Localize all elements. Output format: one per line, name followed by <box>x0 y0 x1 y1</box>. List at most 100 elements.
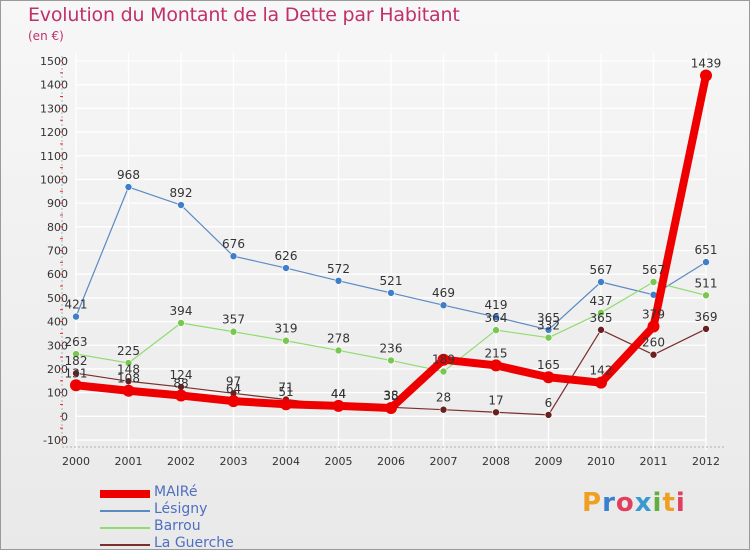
data-label: 437 <box>590 294 613 308</box>
data-point <box>72 312 80 321</box>
legend-item: MAIRé <box>100 484 300 503</box>
logo-letter: t <box>662 488 676 518</box>
legend-swatch <box>100 510 150 512</box>
y-tick-label: 200 <box>47 363 68 376</box>
data-label: 365 <box>537 311 560 325</box>
data-label: 626 <box>275 249 298 263</box>
data-label: 419 <box>485 298 508 312</box>
data-point <box>385 402 397 415</box>
data-point <box>72 369 80 378</box>
data-label: 332 <box>537 319 560 333</box>
x-tick-label: 2000 <box>62 455 90 468</box>
data-label: 142 <box>590 364 613 378</box>
data-point <box>70 379 82 392</box>
data-label: 64 <box>226 382 241 396</box>
logo-letter: i <box>652 488 663 518</box>
logo-letter: i <box>675 488 686 518</box>
data-label: 278 <box>327 331 350 345</box>
data-point <box>124 359 133 367</box>
y-tick-label: 600 <box>47 268 68 281</box>
legend-swatch <box>100 527 150 529</box>
proxiti-logo: Proxiti <box>582 488 686 518</box>
data-point <box>647 320 660 333</box>
y-tick-label: 800 <box>47 221 68 234</box>
x-tick-label: 2008 <box>482 455 510 468</box>
y-tick-label: 100 <box>47 387 68 400</box>
data-label: 165 <box>537 358 560 372</box>
data-label: 189 <box>432 353 455 367</box>
data-label: 108 <box>117 372 140 386</box>
x-tick-label: 2010 <box>587 455 615 468</box>
data-point <box>492 313 500 321</box>
data-label: 88 <box>173 376 188 390</box>
data-point <box>177 201 185 209</box>
x-tick-label: 2011 <box>640 455 668 468</box>
data-point <box>334 346 343 355</box>
y-tick-label: -100 <box>43 434 68 447</box>
data-point <box>649 278 658 286</box>
data-point <box>439 367 448 376</box>
data-label: 225 <box>117 344 140 358</box>
y-tick-label: 900 <box>47 197 68 210</box>
legend: MAIRé Lésigny Barrou La Guerche <box>100 484 300 554</box>
x-tick-label: 2012 <box>692 455 720 468</box>
data-point <box>544 333 553 342</box>
data-point <box>437 353 450 366</box>
data-label: 567 <box>642 263 665 277</box>
data-point <box>490 359 502 372</box>
data-point <box>387 289 395 297</box>
legend-label: La Guerche <box>154 535 234 551</box>
data-point <box>124 183 133 191</box>
data-point <box>492 408 500 417</box>
logo-letter: x <box>634 488 653 518</box>
x-tick-label: 2001 <box>115 455 143 468</box>
data-point <box>439 405 448 414</box>
data-label: 182 <box>65 354 88 368</box>
x-tick-label: 2009 <box>535 455 563 468</box>
data-label: 38 <box>383 388 398 402</box>
data-label: 260 <box>642 336 665 350</box>
data-point <box>597 278 605 286</box>
data-label: 676 <box>222 237 245 251</box>
data-label: 469 <box>432 286 455 300</box>
data-label: 379 <box>642 308 665 322</box>
data-label: 511 <box>695 276 718 290</box>
data-point <box>177 319 185 327</box>
data-point <box>597 326 605 334</box>
data-label: 131 <box>65 366 88 380</box>
x-tick-label: 2003 <box>220 455 248 468</box>
data-label: 263 <box>65 335 88 349</box>
y-tick-label: 1100 <box>40 150 68 163</box>
data-label: 51 <box>278 385 293 399</box>
y-tick-label: 1400 <box>40 79 68 92</box>
data-point <box>175 389 187 402</box>
data-label: 567 <box>590 263 613 277</box>
y-tick-label: 500 <box>47 292 68 305</box>
data-point <box>332 399 345 412</box>
data-label: 97 <box>226 374 241 388</box>
data-label: 1439 <box>691 56 722 70</box>
y-tick-label: 1500 <box>40 55 68 68</box>
data-label: 28 <box>436 391 451 405</box>
data-label: 651 <box>695 243 718 257</box>
logo-letter: r <box>602 488 616 518</box>
data-point <box>649 350 658 359</box>
data-point <box>280 398 292 411</box>
y-tick-label: 700 <box>47 245 68 258</box>
x-tick-label: 2004 <box>272 455 300 468</box>
data-point <box>72 350 80 358</box>
legend-swatch <box>100 544 150 546</box>
data-point <box>702 258 710 266</box>
legend-label: Barrou <box>154 518 201 534</box>
data-point <box>597 308 605 317</box>
data-label: 148 <box>117 362 140 376</box>
data-label: 892 <box>170 186 193 200</box>
y-tick-label: 1000 <box>40 173 68 186</box>
x-tick-label: 2002 <box>167 455 195 468</box>
x-tick-label: 2005 <box>325 455 353 468</box>
data-point <box>334 277 343 285</box>
legend-label: Lésigny <box>154 501 208 517</box>
data-point <box>702 325 710 333</box>
data-label: 521 <box>380 274 403 288</box>
